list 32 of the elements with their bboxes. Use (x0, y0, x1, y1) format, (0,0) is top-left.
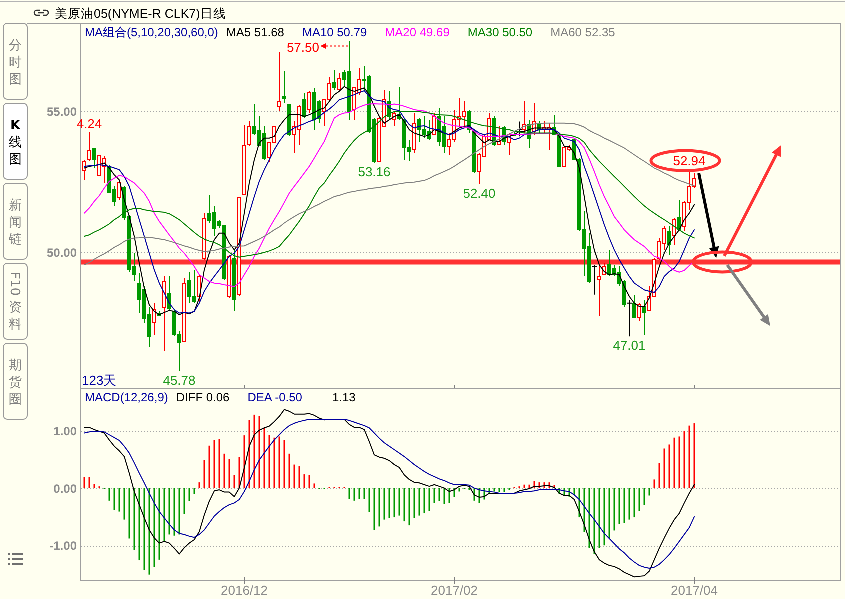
text: 新闻链 (8, 198, 22, 248)
text: 分时图 (9, 38, 22, 88)
text: MA20 49.69 (385, 26, 450, 40)
x-tick-label: 2017/04 (671, 583, 718, 598)
chart-title: 美原油05(NYME-R CLK7)日线 (55, 6, 226, 21)
annotation: 52.40 (463, 186, 496, 202)
annotation: 1.13 (332, 390, 356, 404)
text: MA30 50.50 (468, 26, 533, 40)
legend-title: MACD(12,26,9) (85, 390, 168, 404)
y-tick-label: 50.00 (46, 246, 78, 260)
series-label: DEA -0.50 (248, 390, 303, 404)
annotation: 52.94 (673, 153, 706, 168)
text: MA10 50.79 (302, 26, 368, 40)
annotation: 45.78 (163, 372, 196, 388)
text: DIFF 0.06 (176, 390, 230, 404)
y-tick-label: 0.00 (54, 482, 78, 496)
legend-title: MA组合(5,10,20,30,60,0) (85, 26, 218, 40)
text: MA5 51.68 (226, 26, 285, 40)
x-tick-label: 2016/12 (221, 583, 268, 598)
text: 期货圈 (9, 358, 22, 408)
annotation: 57.50 (286, 40, 320, 55)
text: MA60 52.35 (550, 26, 616, 40)
y-tick-label: 1.00 (54, 424, 78, 438)
annotation: 47.01 (613, 338, 646, 354)
y-tick-label: -1.00 (50, 539, 78, 554)
text: F10资料 (7, 272, 22, 333)
annotation: 123天 (82, 373, 117, 388)
x-tick-label: 2017/02 (431, 583, 478, 598)
annotation: 53.16 (358, 164, 391, 180)
annotation: 4.24 (76, 116, 102, 132)
y-tick-label: 55.00 (46, 104, 78, 119)
text: K线图 (9, 118, 22, 168)
